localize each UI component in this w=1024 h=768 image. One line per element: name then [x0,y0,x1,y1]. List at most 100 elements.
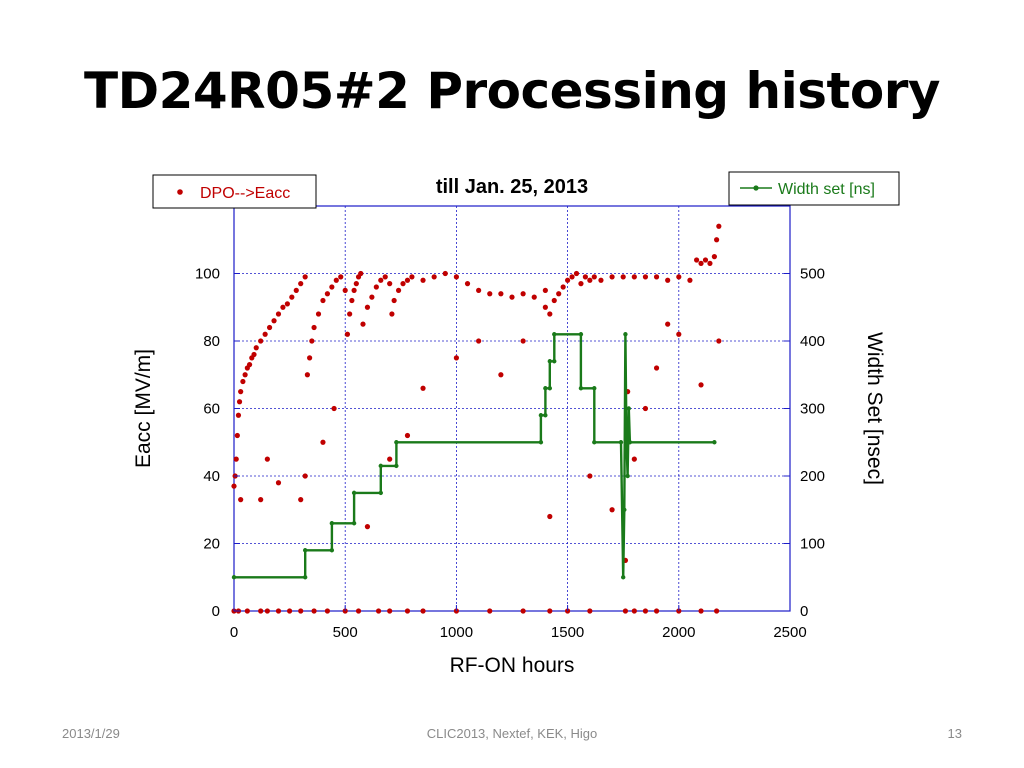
eacc-point [353,281,359,287]
eacc-point [298,608,304,614]
eacc-point [391,297,397,304]
width-point [394,463,399,469]
eacc-point [591,274,597,280]
eacc-point [324,291,331,297]
eacc-point [520,608,526,614]
eacc-point [375,608,382,614]
eacc-point [311,608,317,614]
footer-page-number: 13 [947,726,962,741]
eacc-point [331,405,337,412]
eacc-point [569,274,575,280]
width-point [626,406,631,411]
eacc-point [565,277,571,283]
eacc-point [698,608,704,614]
eacc-point [284,301,290,307]
eacc-point [609,507,615,513]
eacc-point [320,297,326,304]
x-tick-label: 2000 [662,624,695,641]
eacc-point [642,405,649,412]
eacc-point [420,385,426,391]
footer-date: 2013/1/29 [62,726,120,741]
eacc-point [258,338,264,344]
width-point [578,332,584,337]
footer-center: CLIC2013, Nextef, KEK, Higo [426,726,598,741]
eacc-point [631,456,637,462]
eacc-point [642,274,649,280]
eacc-point [275,480,282,486]
eacc-series [231,223,722,614]
tick-labels: 0 500 1000 1500 2000 250002040608010001002003… [195,266,825,642]
eacc-point [420,608,426,614]
eacc-point [298,497,304,503]
width-step-line [234,333,715,579]
eacc-point [355,608,362,614]
eacc-point [382,274,388,280]
eacc-point [236,399,243,405]
x-tick-label: 0 [230,624,238,641]
eacc-point [369,294,375,300]
eacc-point [258,608,264,614]
eacc-point [714,608,720,614]
eacc-point [320,439,326,445]
y2-tick-label: 300 [800,401,825,418]
width-point [624,440,629,445]
eacc-point [676,274,682,280]
eacc-point [582,274,588,280]
y-tick-label: 40 [203,468,220,485]
width-point [543,386,548,391]
eacc-point [264,608,270,614]
y-tick-label: 60 [203,401,220,418]
y2-tick-label: 200 [800,468,825,485]
eacc-point [315,311,322,317]
eacc-point [302,274,308,280]
eacc-point [378,277,384,283]
width-point [622,507,627,512]
eacc-point [293,287,299,293]
width-point [618,440,624,445]
eacc-point [258,497,264,503]
x-tick-label: 2500 [773,624,806,641]
y-tick-label: 20 [203,536,220,553]
eacc-point [431,274,437,280]
width-point [302,548,308,553]
eacc-point [275,608,282,614]
eacc-point [275,311,282,317]
eacc-point [302,473,308,479]
eacc-point [665,277,671,283]
eacc-point [498,372,504,378]
eacc-point [242,372,248,378]
y-tick-label: 0 [212,603,220,620]
eacc-point [487,291,493,297]
eacc-point [244,608,250,614]
eacc-point [333,277,339,283]
legend-width-label: Width set [ns] [778,181,875,198]
eacc-point [264,456,270,462]
eacc-point [464,281,471,287]
eacc-point [498,291,504,297]
eacc-point [266,324,273,331]
eacc-point [420,277,426,283]
eacc-point [280,304,286,310]
eacc-point [360,321,366,327]
width-point [351,521,357,526]
width-point [394,440,399,445]
eacc-point [653,608,660,614]
eacc-point [307,355,313,361]
eacc-point [487,608,493,614]
eacc-point [520,338,526,344]
eacc-point [453,355,459,361]
y2-tick-label: 500 [800,266,825,283]
eacc-point [556,291,562,297]
eacc-point [547,608,553,614]
eacc-point [342,287,348,293]
eacc-point [246,362,253,368]
x-tick-label: 500 [333,624,358,641]
eacc-point [364,524,371,530]
width-point [592,386,597,391]
eacc-point [573,270,580,277]
eacc-point [716,223,722,229]
eacc-point [531,294,537,300]
grid [234,206,790,611]
y2-tick-label: 100 [800,536,825,553]
